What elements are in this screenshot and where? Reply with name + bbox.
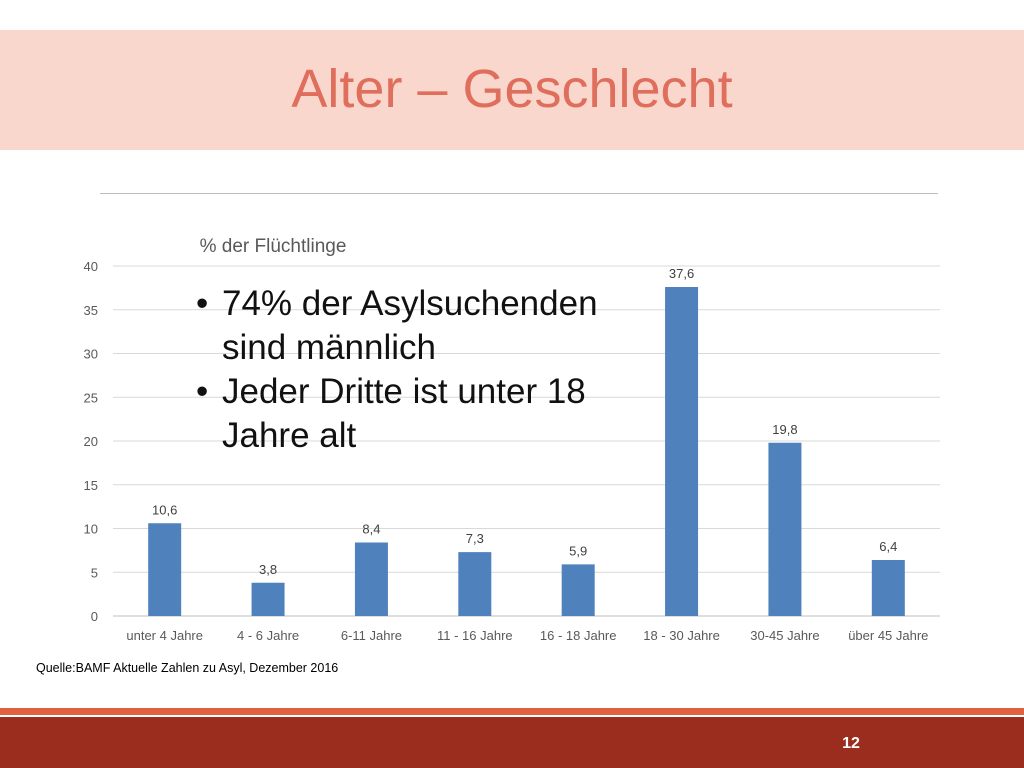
data-label: 37,6 xyxy=(669,266,694,281)
bar xyxy=(768,442,802,616)
y-tick-label: 5 xyxy=(91,565,98,580)
y-tick-label: 0 xyxy=(91,609,98,624)
data-label: 5,9 xyxy=(569,543,587,558)
y-tick-label: 30 xyxy=(84,347,98,362)
bar xyxy=(665,287,699,616)
y-tick-label: 40 xyxy=(84,259,98,274)
x-tick-label: 30-45 Jahre xyxy=(750,628,819,643)
x-tick-label: 6-11 Jahre xyxy=(341,628,402,643)
bar xyxy=(148,523,182,616)
x-tick-label: über 45 Jahre xyxy=(848,628,928,643)
slide-title: Alter – Geschlecht xyxy=(291,59,733,119)
data-label: 3,8 xyxy=(259,562,277,577)
bullet-item: 74% der Asylsuchenden sind männlich xyxy=(196,282,626,370)
bar xyxy=(871,560,905,616)
title-divider xyxy=(100,193,938,194)
x-tick-label: 4 - 6 Jahre xyxy=(237,628,299,643)
x-tick-label: 11 - 16 Jahre xyxy=(437,628,513,643)
title-band xyxy=(0,30,1024,150)
y-tick-label: 35 xyxy=(84,303,98,318)
bar xyxy=(458,552,492,616)
bar xyxy=(561,564,595,616)
data-label: 7,3 xyxy=(466,531,484,546)
y-tick-label: 20 xyxy=(84,434,98,449)
y-tick-label: 25 xyxy=(84,390,98,405)
page-number: 12 xyxy=(842,735,860,752)
x-tick-label: unter 4 Jahre xyxy=(126,628,203,643)
bar xyxy=(251,582,285,616)
bar xyxy=(354,542,388,616)
y-tick-label: 15 xyxy=(84,478,98,493)
data-label: 19,8 xyxy=(772,422,797,437)
source-note: Quelle:BAMF Aktuelle Zahlen zu Asyl, Dez… xyxy=(36,661,339,675)
footer-bar xyxy=(0,717,1024,768)
data-label: 6,4 xyxy=(879,539,897,554)
data-label: 10,6 xyxy=(152,502,177,517)
bullet-list: 74% der Asylsuchenden sind männlich Jede… xyxy=(196,282,626,458)
footer-accent-line xyxy=(0,708,1024,715)
data-label: 8,4 xyxy=(362,522,380,537)
chart-title: % der Flüchtlinge xyxy=(200,236,347,257)
y-tick-label: 10 xyxy=(84,522,98,537)
x-tick-label: 18 - 30 Jahre xyxy=(643,628,720,643)
bullet-item: Jeder Dritte ist unter 18 Jahre alt xyxy=(196,370,626,458)
x-tick-label: 16 - 18 Jahre xyxy=(540,628,617,643)
